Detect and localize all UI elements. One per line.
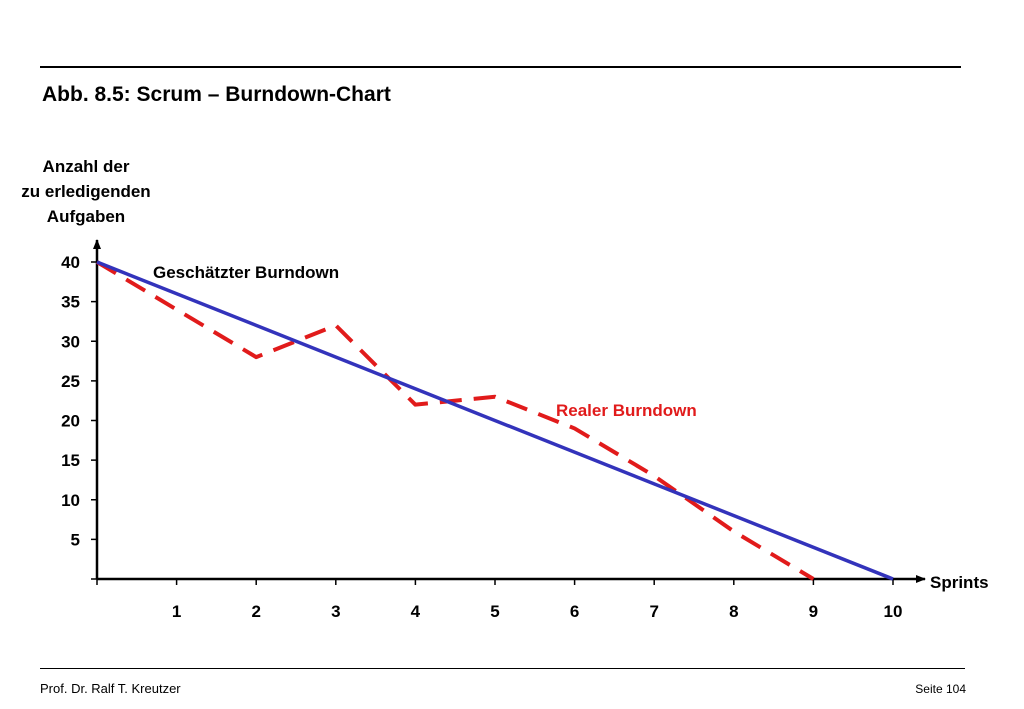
x-tick-label-3: 3 (331, 602, 340, 621)
y-tick-label-30: 30 (61, 332, 80, 351)
y-tick-label-20: 20 (61, 412, 80, 431)
y-axis-label-line-3: Aufgaben (46, 207, 126, 226)
chart-ticks: 1 2 3 4 5 6 7 8 9 10 5 10 15 20 25 30 35 40 (61, 253, 902, 621)
y-axis-label: Anzahl der zu erledigenden Aufgaben (0, 154, 172, 229)
x-tick-label-1: 1 (172, 602, 181, 621)
real-burndown-label: Realer Burndown (556, 401, 697, 420)
x-tick-label-10: 10 (884, 602, 903, 621)
estimated-burndown-label: Geschätzter Burndown (153, 263, 339, 282)
chart-axes (93, 239, 926, 583)
y-axis-label-line-1: Anzahl der (42, 157, 130, 176)
chart-labels: Sprints Geschätzter Burndown Realer Burndo… (153, 263, 989, 592)
y-tick-label-35: 35 (61, 293, 80, 312)
x-tick-label-8: 8 (729, 602, 738, 621)
footer-author: Prof. Dr. Ralf T. Kreutzer (40, 681, 181, 696)
y-tick-label-5: 5 (71, 530, 80, 549)
x-axis-label: Sprints (930, 573, 989, 592)
estimated-burndown-line (96, 260, 894, 581)
x-tick-label-2: 2 (251, 602, 260, 621)
page-title: Abb. 8.5: Scrum – Burndown-Chart (42, 83, 391, 106)
x-tick-label-5: 5 (490, 602, 499, 621)
y-tick-label-10: 10 (61, 491, 80, 510)
y-tick-label-25: 25 (61, 372, 80, 391)
x-tick-label-9: 9 (809, 602, 818, 621)
y-tick-label-15: 15 (61, 451, 80, 470)
chart-series (95, 260, 894, 581)
bottom-rule (40, 668, 965, 669)
real-burndown-line (95, 260, 815, 581)
y-axis-label-line-2: zu erledigenden (21, 182, 151, 201)
x-tick-label-6: 6 (570, 602, 579, 621)
x-tick-label-4: 4 (411, 602, 421, 621)
y-tick-label-40: 40 (61, 253, 80, 272)
x-tick-label-7: 7 (649, 602, 658, 621)
footer-page-number: Seite 104 (915, 682, 966, 696)
top-rule (40, 66, 961, 68)
